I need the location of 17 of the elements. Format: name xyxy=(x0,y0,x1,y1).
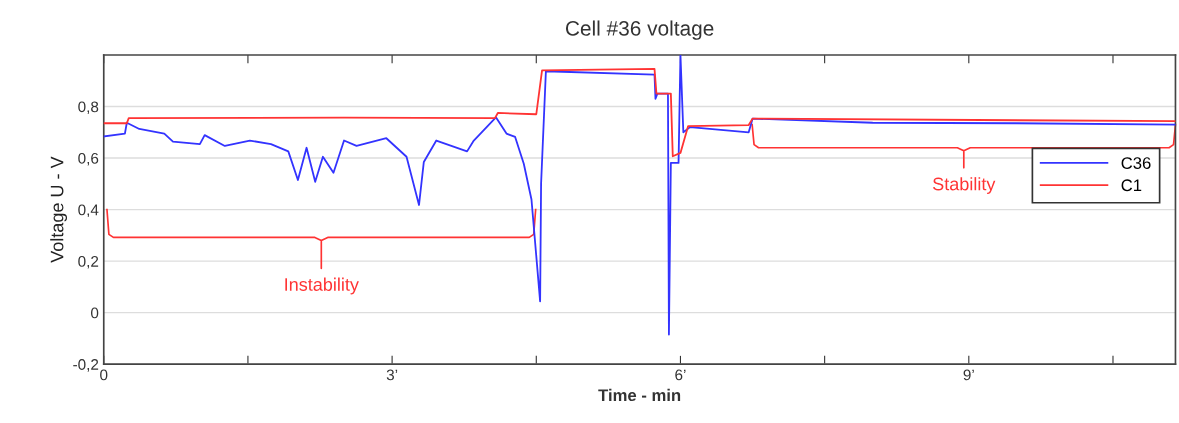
y-tick-label: -0,2 xyxy=(73,359,99,372)
legend-label: C1 xyxy=(1121,179,1142,192)
y-tick-label: 0,2 xyxy=(78,256,99,269)
legend-label: C36 xyxy=(1121,157,1151,169)
chart-title: Cell #36 voltage xyxy=(565,20,714,40)
x-tick-label: 3’ xyxy=(386,369,398,381)
y-tick-label: 0,6 xyxy=(78,152,99,166)
annotation: Stability xyxy=(933,177,996,194)
annotation: Instability xyxy=(285,277,359,295)
y-tick-label: 0,4 xyxy=(78,204,99,218)
y-axis-title: Voltage U - V xyxy=(50,156,68,263)
x-tick-label: 0 xyxy=(100,369,108,381)
x-tick-label: 6’ xyxy=(675,369,686,381)
x-axis-title: Time - min xyxy=(598,388,681,402)
y-tick-label: 0,8 xyxy=(78,101,99,115)
y-tick-label: 0 xyxy=(90,307,99,319)
x-tick-label: 9’ xyxy=(963,369,974,381)
